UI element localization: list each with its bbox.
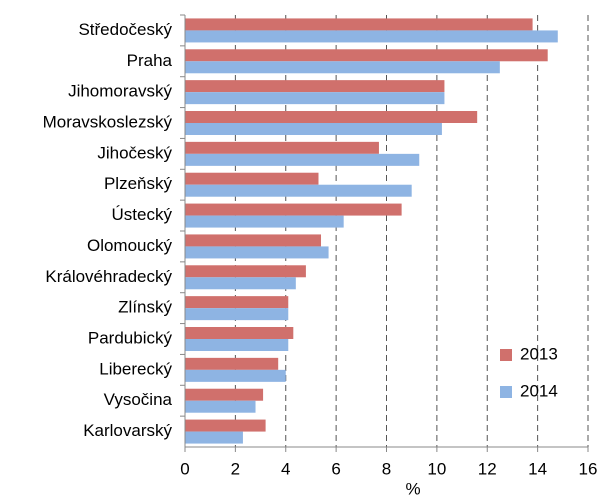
x-tick-label: 12: [478, 459, 497, 478]
legend-label: 2014: [520, 381, 558, 400]
bar: [185, 339, 289, 351]
x-tick-label: 8: [382, 459, 391, 478]
bar: [185, 80, 445, 93]
bar: [185, 277, 296, 290]
bar: [185, 92, 445, 105]
bar: [185, 49, 548, 62]
bar: [185, 265, 306, 278]
bar: [185, 419, 266, 432]
bar: [185, 308, 289, 321]
bar: [185, 30, 558, 43]
bar: [185, 296, 289, 309]
y-tick-label: Liberecký: [99, 359, 172, 378]
bar: [185, 357, 279, 370]
legend-label: 2013: [520, 344, 558, 363]
y-tick-label: Královéhradecký: [45, 267, 172, 286]
y-tick-label: Pardubický: [88, 328, 173, 347]
y-tick-label: Ústecký: [112, 205, 173, 224]
bar: [185, 172, 319, 185]
y-tick-label: Praha: [127, 51, 173, 70]
y-tick-label: Moravskoslezský: [43, 112, 173, 131]
bar: [185, 246, 329, 259]
bar: [185, 141, 379, 154]
y-tick-label: Jihomoravský: [68, 82, 172, 101]
y-tick-label: Středočeský: [78, 20, 172, 39]
bar: [185, 431, 243, 444]
y-tick-label: Zlínský: [118, 298, 172, 317]
y-tick-label: Vysočina: [104, 390, 173, 409]
x-tick-label: 16: [579, 459, 598, 478]
y-tick-label: Plzeňský: [104, 174, 173, 193]
bar: [185, 18, 533, 31]
bar: [185, 215, 344, 228]
bar: [185, 369, 286, 382]
legend-swatch: [500, 349, 512, 361]
legend-swatch: [500, 386, 512, 398]
bar: [185, 203, 402, 216]
x-tick-label: 14: [528, 459, 547, 478]
bar: [185, 327, 294, 339]
bar: [185, 153, 420, 166]
bar: [185, 234, 322, 247]
y-tick-label: Olomoucký: [87, 236, 173, 255]
y-tick-label: Karlovarský: [83, 421, 172, 440]
x-tick-label: 4: [281, 459, 290, 478]
x-axis-label: %: [405, 479, 420, 498]
x-tick-label: 10: [427, 459, 446, 478]
bar: [185, 388, 264, 401]
bar: [185, 123, 442, 135]
x-tick-label: 2: [231, 459, 240, 478]
x-tick-label: 6: [331, 459, 340, 478]
bar: [185, 400, 256, 413]
x-tick-label: 0: [180, 459, 189, 478]
bar: [185, 111, 478, 123]
y-tick-label: Jihočeský: [97, 143, 172, 162]
bar: [185, 184, 412, 197]
bar: [185, 61, 500, 74]
